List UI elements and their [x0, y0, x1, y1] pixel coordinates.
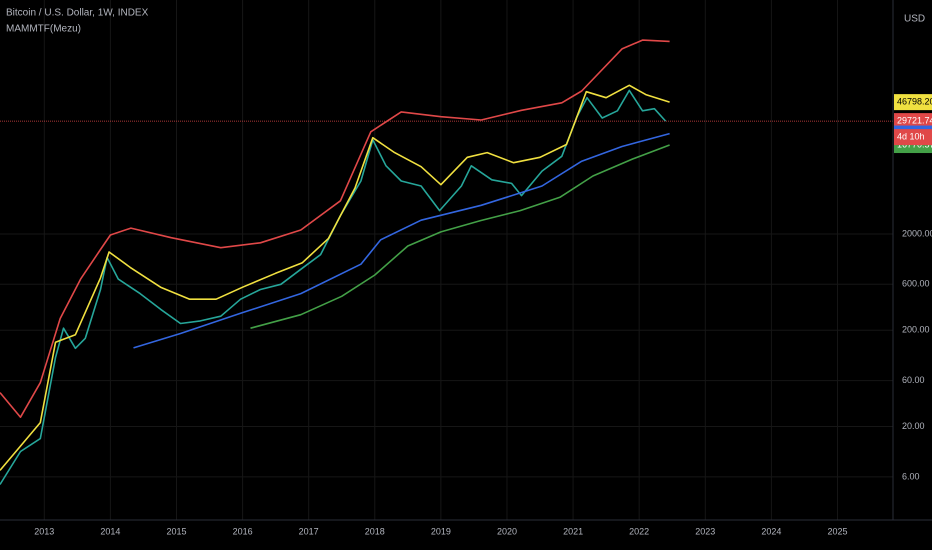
y-tick-label: 60.00 — [902, 375, 925, 385]
price-tag — [894, 113, 932, 130]
series-line — [0, 39, 670, 418]
x-tick-label: 2018 — [365, 526, 385, 536]
x-tick-label: 2024 — [761, 526, 781, 536]
x-tick-label: 2023 — [695, 526, 715, 536]
y-tick-label: 200.00 — [902, 325, 930, 335]
series-line — [133, 132, 670, 349]
grid — [0, 0, 893, 520]
x-tick-label: 2019 — [431, 526, 451, 536]
price-tag-label: 29721.74 — [897, 115, 932, 125]
x-tick-label: 2025 — [827, 526, 847, 536]
price-tag-label: 46798.20 — [897, 96, 932, 106]
y-tick-label: 6.00 — [902, 471, 920, 481]
axis: 2013 2014 2015 2016 2017 2018 2019 2020 2021 2022… — [0, 0, 932, 536]
series-line — [250, 144, 670, 329]
x-tick-label: 2020 — [497, 526, 517, 536]
x-tick-label: 2021 — [563, 526, 583, 536]
price-tag — [894, 94, 932, 111]
x-tick-label: 2017 — [299, 526, 319, 536]
x-tick-label: 2015 — [166, 526, 186, 536]
countdown-label: 4d 10h — [897, 131, 925, 141]
x-tick-label: 2016 — [233, 526, 253, 536]
x-tick-label: 2014 — [100, 526, 120, 536]
chart-title: Bitcoin / U.S. Dollar, 1W, INDEX — [6, 8, 149, 19]
indicator-name: MAMMTF(Mezu) — [6, 24, 81, 35]
y-tick-label: 20.00 — [902, 421, 925, 431]
y-tick-label: 600.00 — [902, 279, 930, 289]
y-tick-label: 2000.00 — [902, 228, 932, 238]
currency: USD — [904, 14, 925, 25]
plot — [0, 39, 893, 485]
series-line — [0, 84, 670, 471]
countdown-tag — [894, 129, 932, 146]
x-tick-label: 2013 — [34, 526, 54, 536]
x-tick-label: 2022 — [629, 526, 649, 536]
